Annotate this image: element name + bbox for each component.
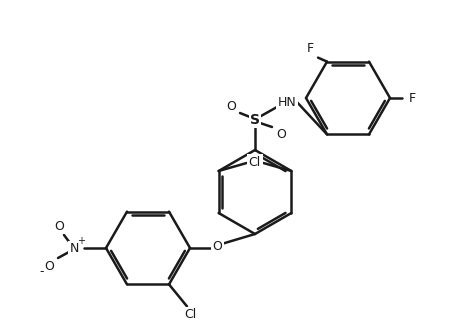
Text: F: F (409, 92, 415, 105)
Text: F: F (306, 42, 314, 55)
Text: O: O (54, 219, 64, 232)
Text: Cl: Cl (249, 156, 262, 168)
Text: S: S (250, 113, 260, 127)
Text: HN: HN (278, 95, 296, 109)
Text: Cl: Cl (249, 156, 261, 168)
Text: +: + (77, 236, 85, 246)
Text: -: - (40, 266, 44, 279)
Text: O: O (226, 99, 236, 112)
Text: O: O (44, 260, 54, 272)
Text: O: O (213, 239, 223, 252)
Text: N: N (69, 242, 79, 254)
Text: Cl: Cl (184, 308, 196, 321)
Text: O: O (276, 128, 286, 141)
